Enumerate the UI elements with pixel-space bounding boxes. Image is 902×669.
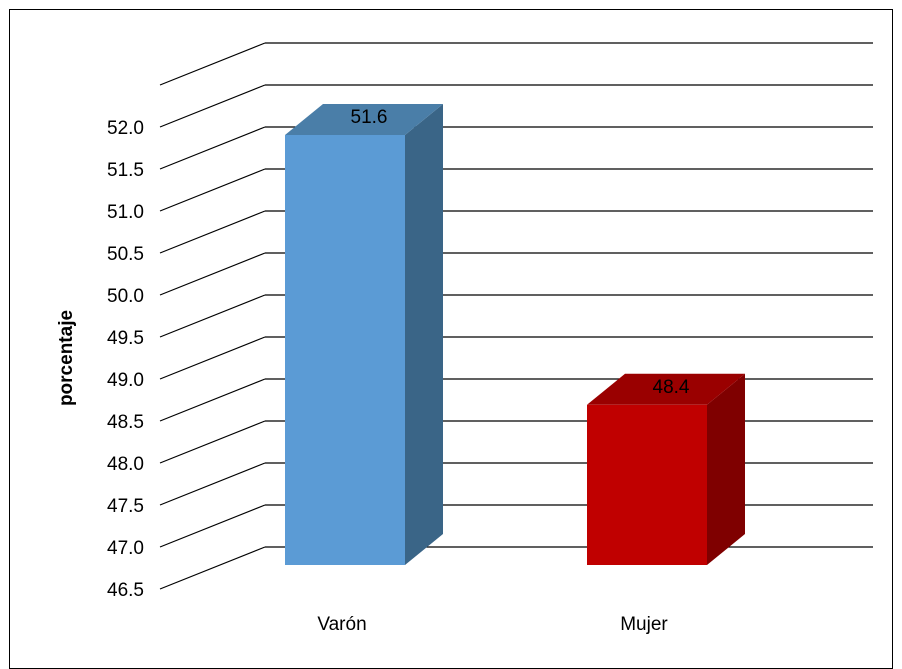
y-axis-title: porcentaje [56, 310, 77, 406]
data-label: 51.6 [351, 107, 388, 128]
bar-side [707, 373, 745, 565]
gridline-diagonal [159, 42, 266, 86]
y-tick-label: 51.5 [107, 160, 144, 181]
y-tick-label: 52.0 [107, 118, 144, 139]
y-axis-ticks: 46.5 47.0 47.5 48.0 48.5 49.0 49.5 50.0 50.5 51.0… [107, 118, 144, 601]
bar-1 [587, 373, 745, 565]
gridline-diagonal [159, 504, 266, 548]
gridline-diagonal [159, 252, 266, 296]
gridline-diagonal [159, 126, 266, 170]
data-label: 48.4 [653, 377, 690, 398]
bar-0 [285, 104, 443, 565]
gridline-diagonal [159, 420, 266, 464]
y-tick-label: 49.5 [107, 328, 144, 349]
y-tick-label: 48.0 [107, 454, 144, 475]
bar-top [285, 104, 443, 135]
bars [285, 104, 745, 565]
bar-front [587, 404, 707, 565]
data-labels: 51.6 48.4 [351, 107, 690, 398]
y-tick-label: 50.5 [107, 244, 144, 265]
x-category-label: Varón [317, 614, 366, 635]
gridline-diagonal [159, 546, 266, 590]
gridline-diagonal [159, 168, 266, 212]
y-tick-label: 47.0 [107, 538, 144, 559]
gridline-diagonal [159, 84, 266, 128]
y-tick-label: 47.5 [107, 496, 144, 517]
x-axis-categories: Varón Mujer [317, 614, 668, 635]
gridlines [159, 42, 873, 590]
gridline-diagonal [159, 462, 266, 506]
bar-chart: 46.5 47.0 47.5 48.0 48.5 49.0 49.5 50.0 50.5 51.0… [56, 42, 873, 635]
gridline-diagonal [159, 378, 266, 422]
gridline-diagonal [159, 210, 266, 254]
gridline-diagonal [159, 336, 266, 380]
bar-side [405, 104, 443, 565]
y-tick-label: 50.0 [107, 286, 144, 307]
x-category-label: Mujer [620, 614, 668, 635]
y-tick-label: 51.0 [107, 202, 144, 223]
bar-front [285, 135, 405, 565]
y-tick-label: 49.0 [107, 370, 144, 391]
y-tick-label: 48.5 [107, 412, 144, 433]
y-tick-label: 46.5 [107, 580, 144, 601]
bar-top [587, 373, 745, 405]
gridline-diagonal [159, 294, 266, 338]
